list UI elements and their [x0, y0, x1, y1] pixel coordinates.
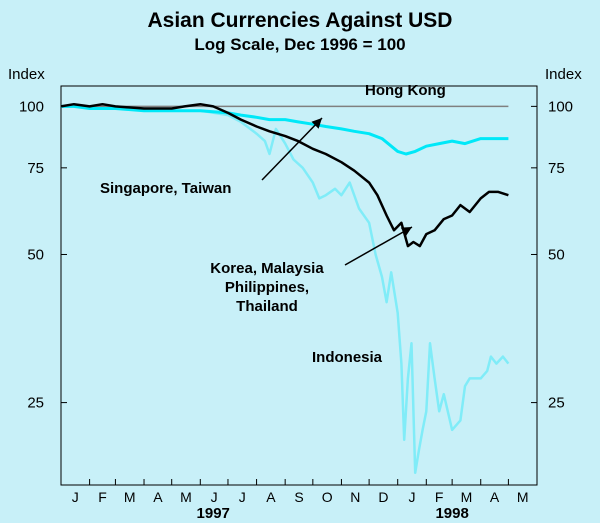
chart-title: Asian Currencies Against USD [148, 9, 453, 32]
x-tick-label-1: F [98, 489, 107, 505]
year-label-0: 1997 [197, 505, 230, 522]
annotation-0-line-0: Hong Kong [365, 82, 446, 99]
x-tick-label-4: M [180, 489, 192, 505]
x-tick-label-0: J [72, 489, 79, 505]
x-tick-label-15: A [490, 489, 500, 505]
annotation-3-line-0: Indonesia [312, 349, 383, 366]
plot-area [60, 85, 538, 486]
y-tick-label-right-100: 100 [548, 98, 573, 115]
x-tick-label-12: J [409, 489, 416, 505]
y-tick-label-right-50: 50 [548, 246, 565, 263]
annotation-1-line-0: Singapore, Taiwan [100, 180, 231, 197]
x-tick-label-2: M [124, 489, 136, 505]
y-axis-ticks: 25 25 50 50 75 75 100 100 [19, 98, 573, 411]
series-line-3 [61, 105, 510, 475]
x-tick-label-3: A [153, 489, 163, 505]
x-tick-label-7: A [266, 489, 276, 505]
y-tick-label-left-50: 50 [27, 246, 44, 263]
x-tick-label-9: O [322, 489, 333, 505]
x-tick-label-16: M [517, 489, 529, 505]
x-tick-label-10: N [350, 489, 360, 505]
annotation-2-line-2: Thailand [236, 298, 298, 315]
x-tick-label-11: D [378, 489, 388, 505]
y-axis-unit-left: Index [8, 66, 45, 83]
annotation-arrowhead-0 [311, 118, 322, 129]
annotation-2-line-0: Korea, Malaysia [210, 260, 324, 277]
x-axis-ticks: J F M A M J J A S O N D J F M A M 1997 1998 [72, 479, 529, 522]
year-label-1: 1998 [435, 505, 468, 522]
x-tick-label-6: J [239, 489, 246, 505]
series-group [60, 102, 510, 475]
x-tick-label-8: S [294, 489, 303, 505]
annotation-arrow-0 [261, 117, 323, 181]
y-tick-label-right-75: 75 [548, 160, 565, 177]
annotations: Hong Kong Singapore, Taiwan Korea, Malaysi… [100, 82, 446, 366]
x-tick-label-14: M [461, 489, 473, 505]
series-line-1 [61, 104, 509, 156]
chart-subtitle: Log Scale, Dec 1996 = 100 [194, 35, 405, 54]
annotation-arrowhead-1 [400, 227, 412, 237]
annotation-arrow-1 [344, 226, 413, 266]
x-tick-label-5: J [211, 489, 218, 505]
x-tick-label-13: F [435, 489, 444, 505]
y-tick-label-right-25: 25 [548, 395, 565, 412]
y-tick-label-left-25: 25 [27, 395, 44, 412]
annotation-2-line-1: Philippines, [225, 279, 309, 296]
series-line-2 [60, 102, 509, 248]
y-axis-unit-right: Index [545, 66, 582, 83]
y-tick-label-left-75: 75 [27, 160, 44, 177]
y-tick-label-left-100: 100 [19, 98, 44, 115]
